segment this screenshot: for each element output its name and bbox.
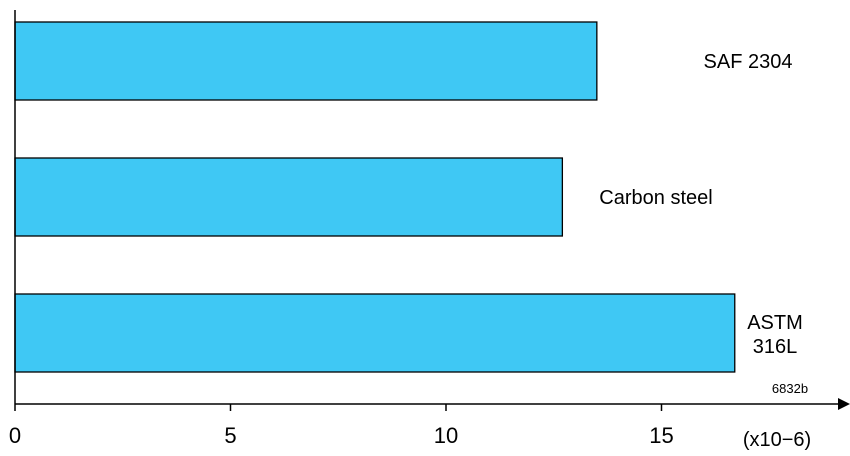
x-tick-label-15: 15 (649, 423, 673, 448)
x-unit-label: (x10−6) (743, 429, 811, 451)
bar-label-saf-2304: SAF 2304 (704, 51, 793, 73)
bar-astm-316l (15, 294, 735, 372)
bar-label-astm-316l: ASTM 316L (747, 312, 803, 358)
bar-label-carbon-steel: Carbon steel (599, 187, 712, 209)
x-axis-arrow-icon (838, 398, 850, 410)
x-tick-label-10: 10 (434, 423, 458, 448)
x-ticks-group: 0 5 10 15 (9, 404, 674, 448)
x-tick-label-0: 0 (9, 423, 21, 448)
figure-code-label: 6832b (772, 381, 808, 396)
bar-carbon-steel (15, 158, 562, 236)
bar-saf-2304 (15, 22, 597, 100)
x-tick-label-5: 5 (224, 423, 236, 448)
